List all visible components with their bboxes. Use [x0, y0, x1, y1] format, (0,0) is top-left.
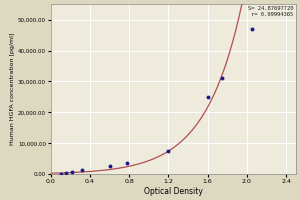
Point	[166, 149, 171, 153]
Point	[125, 161, 130, 164]
Text: S= 24.87697720
r= 0.99994365: S= 24.87697720 r= 0.99994365	[248, 6, 293, 17]
Y-axis label: Human HGFA concentration [pg/ml]: Human HGFA concentration [pg/ml]	[10, 33, 15, 145]
Point	[63, 172, 68, 175]
Point	[58, 172, 63, 175]
X-axis label: Optical Density: Optical Density	[144, 187, 203, 196]
Point	[70, 171, 75, 174]
Point	[205, 95, 210, 99]
Point	[220, 76, 225, 79]
Point	[80, 169, 85, 172]
Point	[249, 27, 254, 30]
Point	[107, 165, 112, 168]
